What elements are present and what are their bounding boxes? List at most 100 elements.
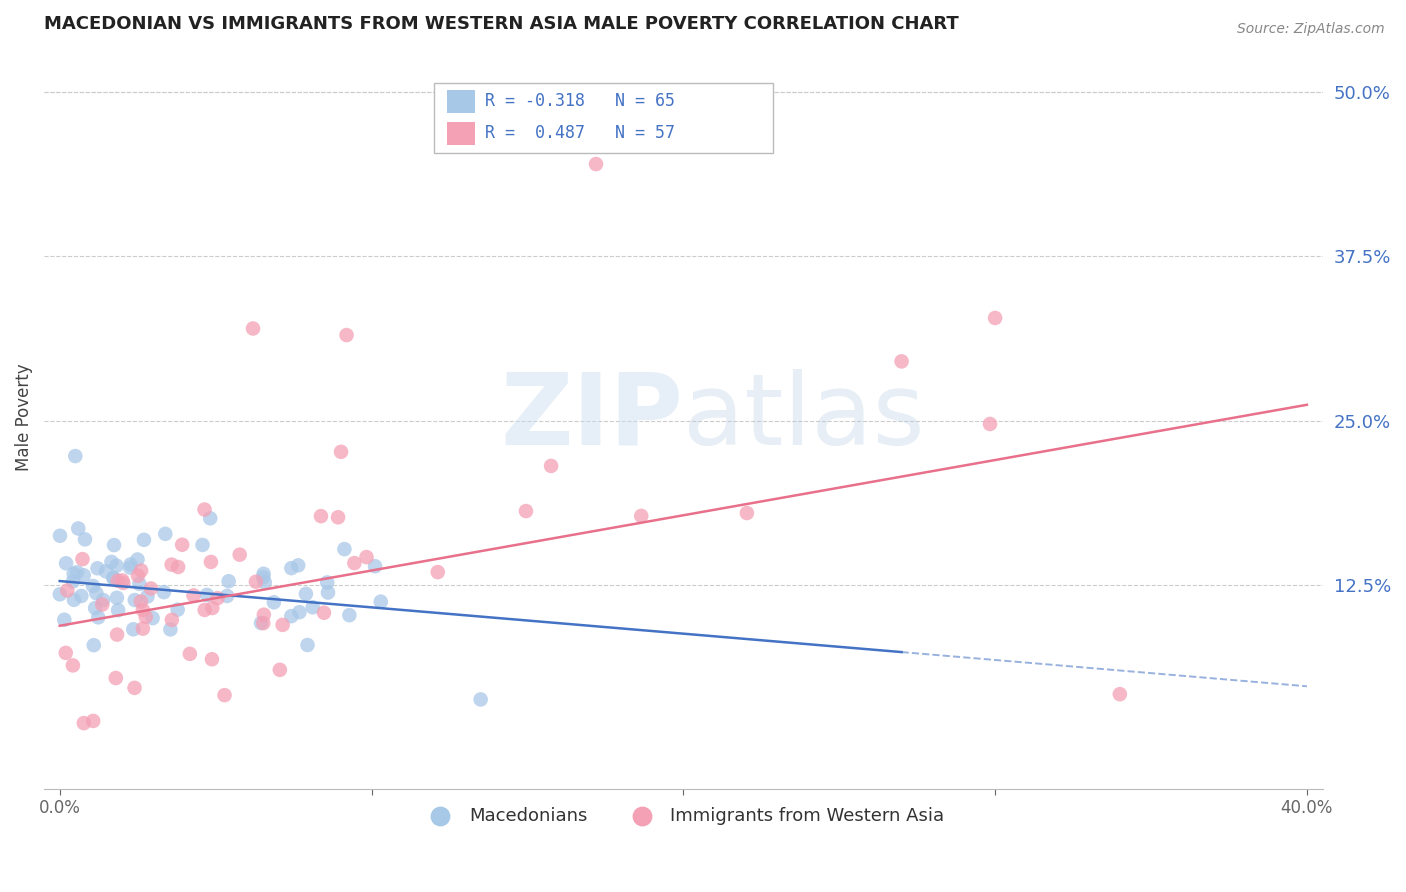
Legend: Macedonians, Immigrants from Western Asia: Macedonians, Immigrants from Western Asi… [415, 799, 952, 832]
Point [252, 566, 274, 581]
Point [288, 605, 311, 619]
Point [103, 571, 125, 585]
Text: R = -0.318   N = 65: R = -0.318 N = 65 [485, 93, 675, 111]
Point [193, 502, 215, 516]
Text: Source: ZipAtlas.com: Source: ZipAtlas.com [1237, 22, 1385, 37]
Point [630, 508, 652, 523]
Point [309, 509, 332, 524]
Point [124, 593, 146, 607]
Bar [447, 122, 475, 145]
Point [159, 623, 181, 637]
Point [287, 558, 309, 573]
Point [49, 587, 72, 601]
Point [160, 613, 183, 627]
Point [87, 610, 110, 624]
Point [132, 533, 155, 547]
Point [62, 574, 84, 589]
Point [337, 608, 360, 623]
Point [73, 568, 96, 582]
Point [200, 555, 222, 569]
Point [103, 571, 125, 585]
Point [1108, 687, 1130, 701]
Point [94, 565, 117, 579]
Point [179, 647, 201, 661]
Point [295, 587, 318, 601]
Point [83, 638, 105, 652]
Text: atlas: atlas [683, 368, 925, 466]
Point [91, 593, 114, 607]
Point [120, 560, 142, 574]
Point [160, 558, 183, 572]
Point [242, 321, 264, 335]
Point [120, 558, 142, 572]
Point [105, 627, 128, 641]
Point [82, 579, 104, 593]
Point [70, 589, 93, 603]
Text: R =  0.487   N = 57: R = 0.487 N = 57 [485, 124, 675, 143]
Point [132, 622, 155, 636]
Point [515, 504, 537, 518]
Point [470, 692, 492, 706]
Point [82, 714, 104, 728]
Point [301, 600, 323, 615]
Point [55, 557, 77, 571]
Point [84, 601, 107, 615]
Point [103, 538, 125, 552]
Point [370, 594, 392, 608]
Point [132, 603, 155, 617]
Bar [447, 90, 475, 112]
Point [66, 565, 89, 579]
Point [253, 607, 276, 622]
Point [107, 603, 129, 617]
Point [979, 417, 1001, 431]
Point [271, 618, 294, 632]
Point [207, 591, 229, 606]
Point [128, 577, 150, 591]
Point [62, 658, 84, 673]
Point [122, 622, 145, 636]
Point [984, 310, 1007, 325]
Point [890, 354, 912, 368]
Point [86, 561, 108, 575]
Point [316, 575, 339, 590]
Point [56, 583, 79, 598]
Point [73, 716, 96, 731]
Point [540, 458, 562, 473]
Point [91, 598, 114, 612]
Point [297, 638, 319, 652]
Point [63, 592, 86, 607]
Point [104, 671, 127, 685]
Point [253, 575, 276, 590]
Point [280, 561, 302, 575]
Point [198, 511, 221, 525]
Point [142, 611, 165, 625]
Point [585, 157, 607, 171]
Point [127, 568, 149, 582]
Point [316, 585, 339, 599]
Point [333, 542, 356, 557]
Point [335, 328, 357, 343]
Point [228, 548, 250, 562]
Point [250, 615, 273, 630]
Point [112, 575, 135, 590]
Point [167, 560, 190, 574]
Point [86, 586, 108, 600]
Point [364, 559, 387, 574]
Point [139, 582, 162, 596]
Point [195, 588, 218, 602]
Point [100, 555, 122, 569]
Point [105, 558, 128, 573]
Point [194, 603, 217, 617]
Point [217, 589, 239, 603]
Text: MACEDONIAN VS IMMIGRANTS FROM WESTERN ASIA MALE POVERTY CORRELATION CHART: MACEDONIAN VS IMMIGRANTS FROM WESTERN AS… [44, 15, 959, 33]
Point [62, 566, 84, 581]
Point [326, 510, 349, 524]
Point [330, 445, 353, 459]
Point [735, 506, 758, 520]
Point [49, 529, 72, 543]
Point [166, 603, 188, 617]
Point [124, 681, 146, 695]
Point [67, 521, 90, 535]
Point [252, 616, 274, 631]
Point [136, 590, 159, 604]
